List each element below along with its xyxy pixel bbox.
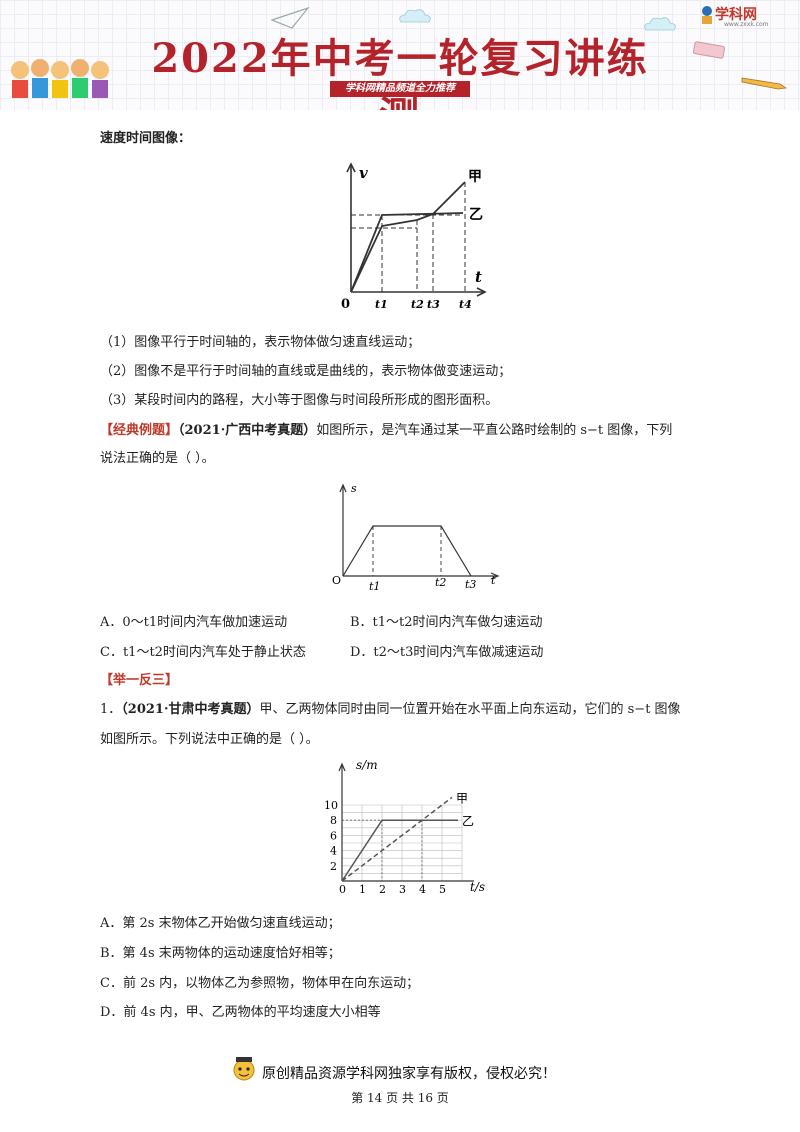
chart-grid — [342, 804, 463, 881]
y-tick-label: 4 — [330, 845, 337, 858]
section-heading: 速度时间图像： — [100, 131, 192, 146]
page-number: 第 14 页 共 16 页 — [351, 1091, 449, 1105]
t1-label: t1 — [369, 580, 380, 593]
series-label-1: 乙 — [462, 814, 474, 828]
t2-label: t2 — [435, 576, 446, 589]
point-2: （2）图像不是平行于时间轴的直线或是曲线的，表示物体做变速运动； — [100, 364, 512, 379]
x-tick-label: 5 — [439, 883, 446, 896]
y-tick-label: 6 — [330, 829, 337, 842]
line-jia — [350, 181, 466, 293]
x-tick-label: 1 — [359, 883, 366, 896]
chart-xlabel: t/s — [470, 880, 485, 894]
option-d: D．t2～t3时间内汽车做减速运动 — [350, 645, 544, 660]
cloud-icon — [399, 9, 431, 23]
s-t-line — [342, 525, 472, 577]
practice-tag: 【举一反三】 — [100, 673, 179, 688]
option2-a: A．第 2s 末物体乙开始做匀速直线运动； — [100, 916, 341, 931]
t-label: t — [491, 574, 496, 587]
y-tick-label: 10 — [324, 799, 338, 812]
velocity-time-figure: v t 0 甲 乙 t1 t2 t3 t4 — [341, 162, 487, 312]
eraser-icon — [693, 41, 725, 59]
banner-title: 2022年中考一轮复习讲练测 — [151, 35, 649, 110]
example-tag: 【经典例题】 — [100, 423, 179, 438]
example-question: 【经典例题】（2021·广西中考真题）如图所示，是汽车通过某一平直公路时绘制的 … — [100, 421, 672, 441]
s-label: s — [351, 482, 357, 495]
practice-number: 1． — [100, 702, 122, 717]
t1-label: t1 — [375, 298, 388, 311]
copyright-note: 原创精品资源学科网独家享有版权，侵权必究！ — [262, 1066, 556, 1082]
children-illustration — [11, 59, 109, 98]
practice-line2: 如图所示。下列说法中正确的是（ ）。 — [100, 732, 319, 747]
site-logo: 学科网 — [715, 7, 757, 23]
example-line2: 说法正确的是（ ）。 — [100, 451, 215, 466]
t3-label: t3 — [427, 298, 440, 311]
chart-series: 甲乙 — [341, 791, 474, 882]
option2-d: D．前 4s 内，甲、乙两物体的平均速度大小相等 — [100, 1005, 381, 1020]
paper-plane-icon — [270, 6, 310, 29]
pencil-icon — [741, 77, 788, 90]
t3-label: t3 — [465, 578, 476, 591]
y-axis-arrow — [338, 762, 346, 772]
series-label-0: 甲 — [456, 791, 468, 805]
cloud-icon — [644, 17, 676, 31]
option-c: C．t1～t2时间内汽车处于静止状态 — [100, 645, 306, 660]
example-line1: 如图所示，是汽车通过某一平直公路时绘制的 s−t 图像，下列 — [316, 423, 673, 438]
practice-question: 1．（2021·甘肃中考真题）甲、乙两物体同时由同一位置开始在水平面上向东运动，… — [100, 700, 681, 720]
chart-axes — [338, 762, 474, 882]
t2-label: t2 — [411, 298, 424, 311]
x-tick-label: 0 — [339, 883, 346, 896]
x-tick-label: 3 — [399, 883, 406, 896]
logo-icon — [702, 6, 712, 24]
option-a: A．0～t1时间内汽车做加速运动 — [100, 615, 288, 630]
y-tick-label: 8 — [330, 814, 337, 827]
point-1: （1）图像平行于时间轴的，表示物体做匀速直线运动； — [100, 335, 421, 350]
header-banner: 2022年中考一轮复习讲练测 学科网精品频道全力推荐 学科网 www.zxxk.… — [0, 0, 800, 110]
line-yi — [350, 212, 464, 293]
yi-label: 乙 — [469, 207, 483, 223]
jia-label: 甲 — [468, 169, 482, 185]
s-t-figure: s t O t1 t2 t3 — [332, 482, 500, 593]
option2-c: C．前 2s 内，以物体乙为参照物，物体甲在向东运动； — [100, 976, 420, 991]
series-line-0 — [341, 796, 453, 882]
y-tick-label: 2 — [330, 860, 337, 873]
point-3: （3）某段时间内的路程，大小等于图像与时间段所形成的图形面积。 — [100, 393, 499, 408]
origin-label: 0 — [341, 297, 350, 312]
origin-label: O — [332, 574, 341, 587]
chart-ylabel: s/m — [356, 758, 378, 772]
option-b: B．t1～t2时间内汽车做匀速运动 — [350, 615, 543, 630]
x-tick-label: 2 — [379, 883, 386, 896]
banner-subtitle: 学科网精品频道全力推荐 — [330, 81, 470, 97]
t4-label: t4 — [459, 298, 472, 311]
practice-line1: 甲、乙两物体同时由同一位置开始在水平面上向东运动，它们的 s−t 图像 — [259, 702, 681, 717]
option2-b: B．第 4s 末两物体的运动速度恰好相等； — [100, 946, 341, 961]
t-label: t — [475, 268, 482, 286]
x-tick-label: 4 — [419, 883, 426, 896]
series-line-1 — [341, 819, 458, 882]
example-source: （2021·广西中考真题） — [178, 423, 317, 438]
practice-source: （2021·甘肃中考真题） — [121, 702, 260, 717]
site-url: www.zxxk.com — [724, 21, 769, 28]
mascot-icon — [233, 1057, 255, 1081]
v-label: v — [359, 164, 368, 182]
